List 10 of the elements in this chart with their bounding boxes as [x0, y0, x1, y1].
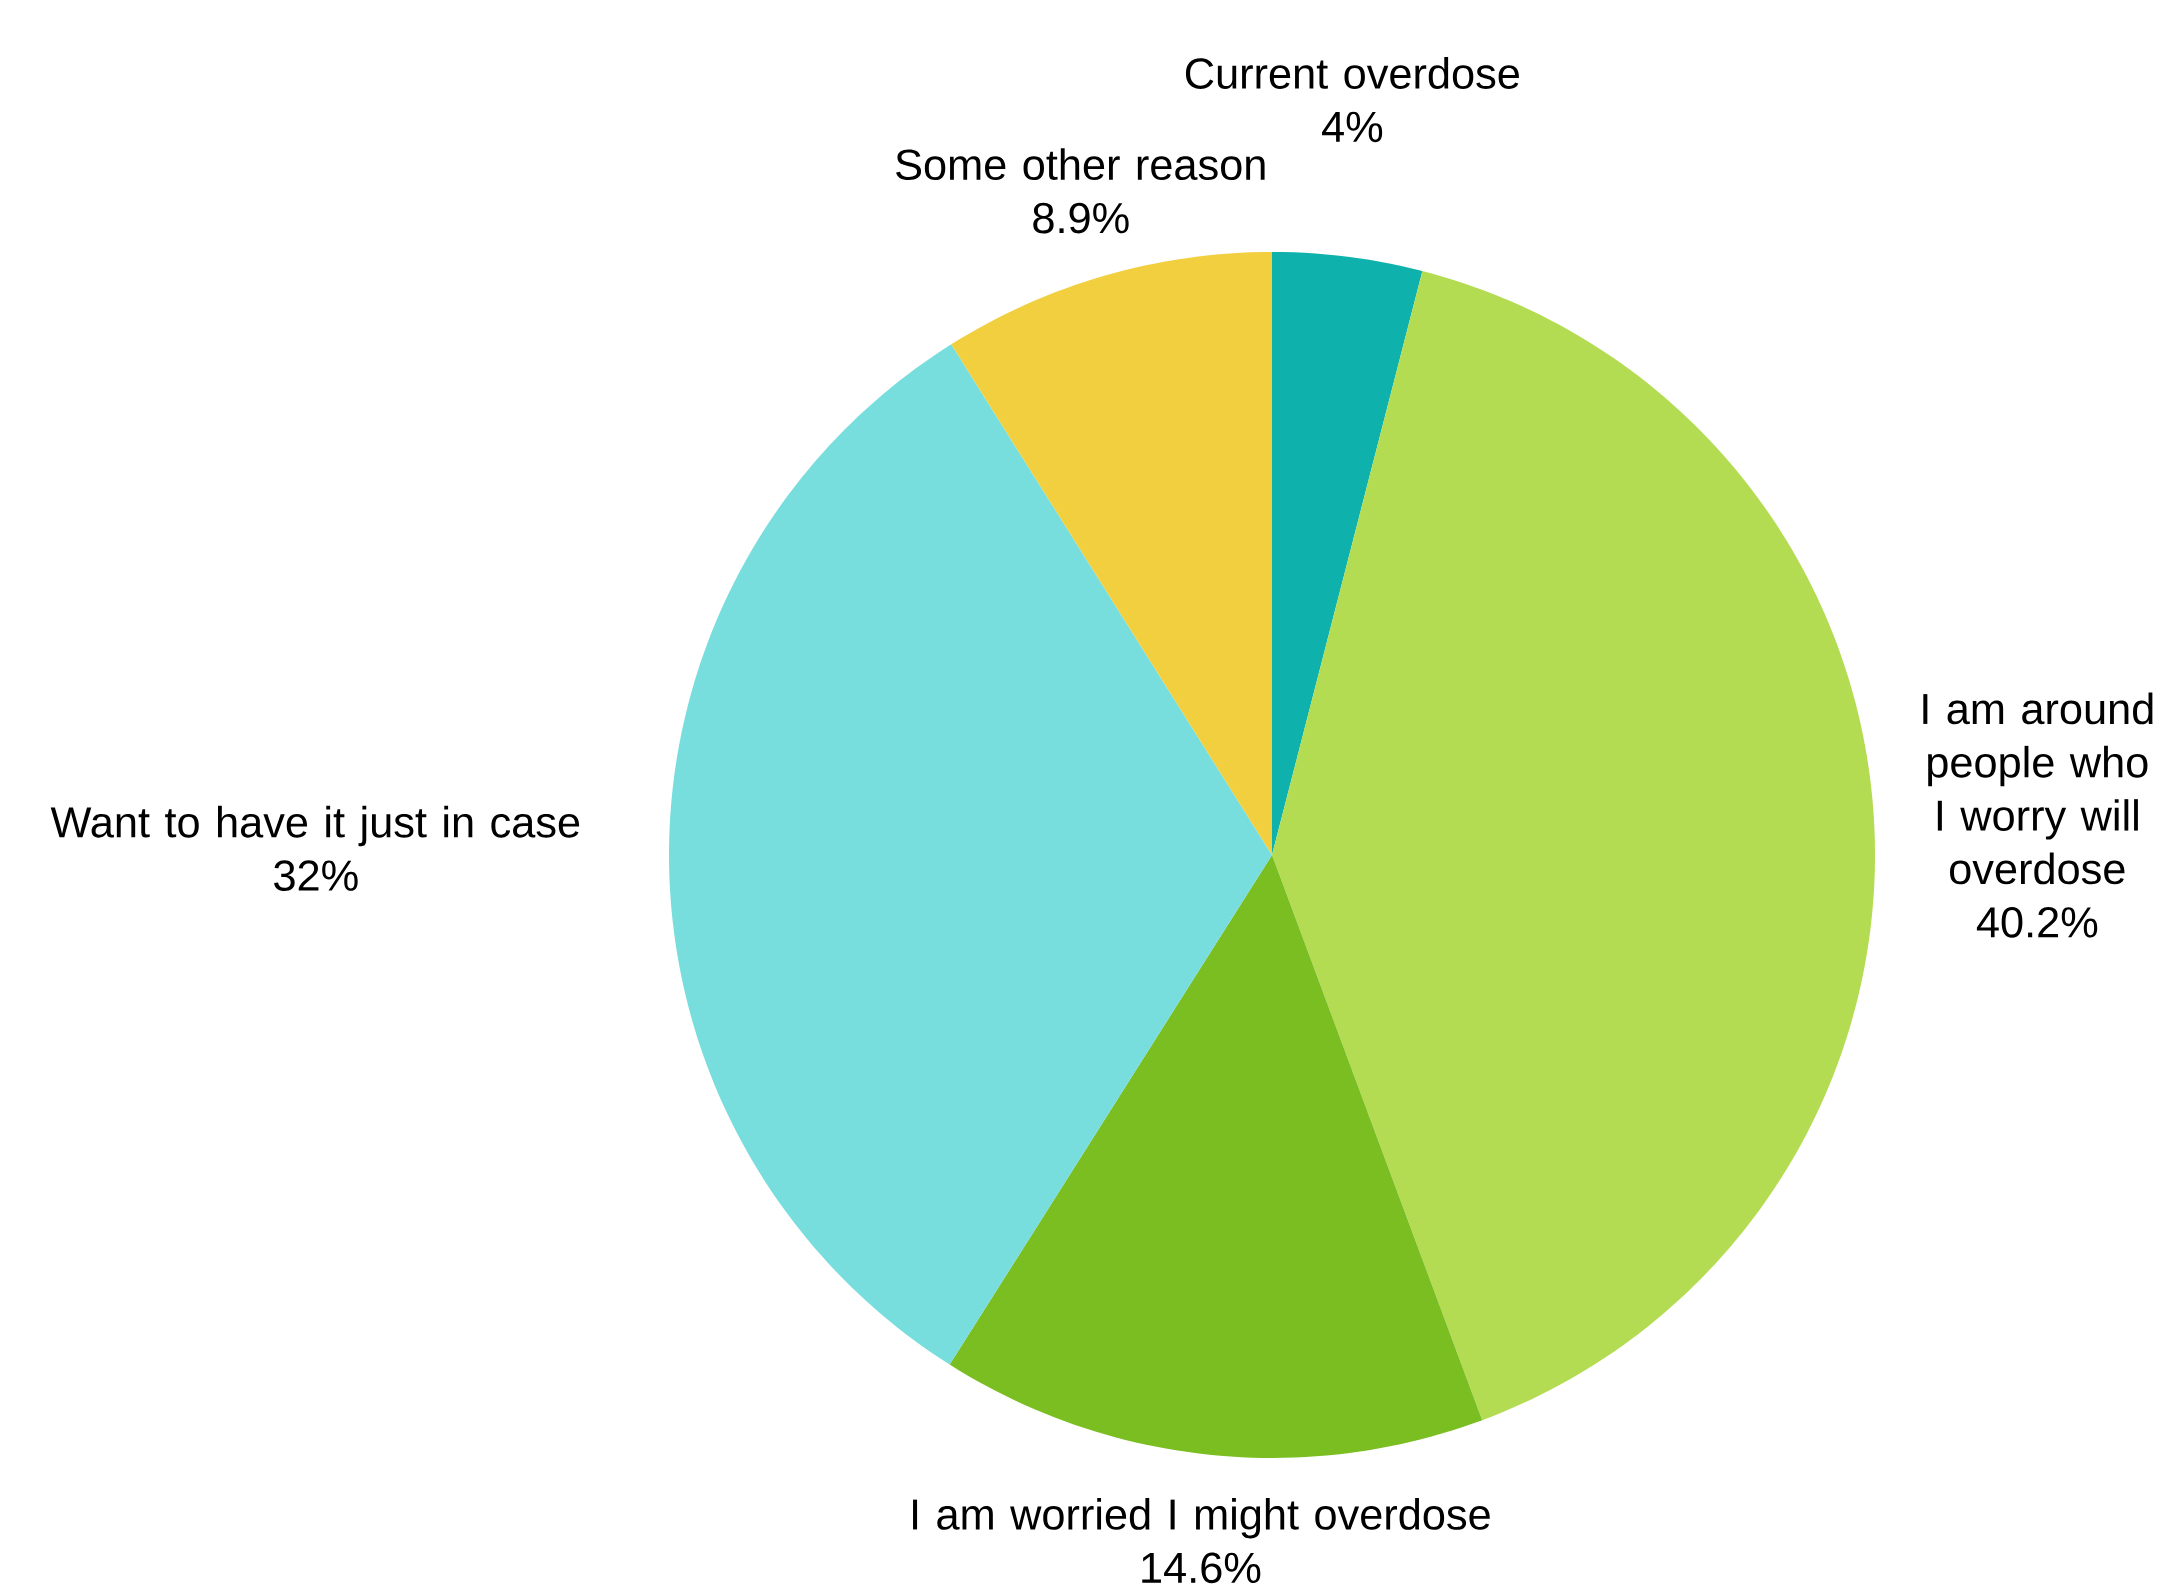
data-label: 40.2% — [1976, 906, 2098, 938]
data-label: 14.6% — [1142, 1552, 1261, 1584]
data-label: 8.9% — [1033, 202, 1129, 234]
data-label: 4% — [1322, 111, 1383, 143]
slice-label: I am worried I might overdose — [913, 1498, 1490, 1539]
data-label: 32% — [274, 860, 358, 892]
slice-label: I am around people who I worry will overdose — [1923, 692, 2153, 885]
slice-label: Some other reason — [896, 148, 1265, 181]
slice-label: Current overdose — [1185, 57, 1519, 89]
slice-label: Want to have it just in case — [50, 805, 580, 847]
